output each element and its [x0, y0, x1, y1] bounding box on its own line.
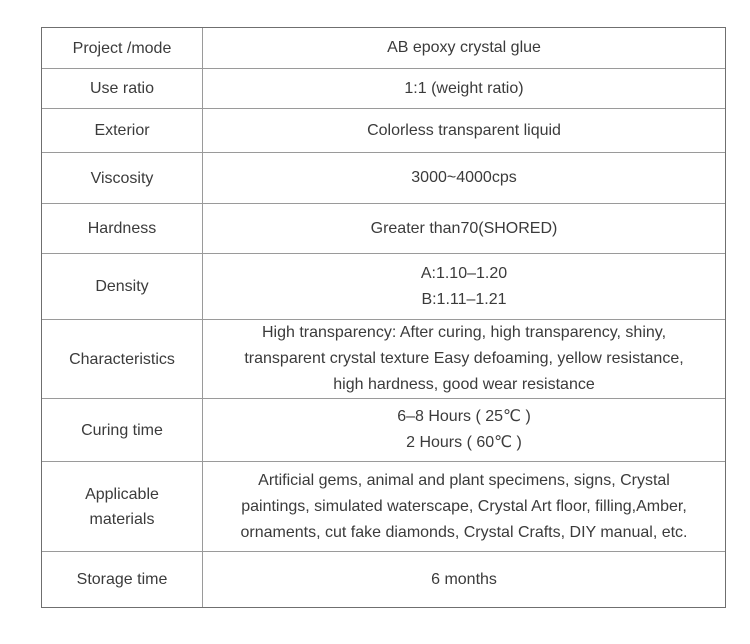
row-value: Greater than70(SHORED): [370, 219, 558, 237]
table-row-curing-time: Curing time 6–8 Hours ( 25℃ ) 2 Hours ( …: [42, 398, 725, 461]
table-row-viscosity: Viscosity 3000~4000cps: [42, 152, 725, 203]
table-row-density: Density A:1.10–1.20 B:1.11–1.21: [42, 253, 725, 319]
table-row-use-ratio: Use ratio 1:1 (weight ratio): [42, 68, 725, 108]
row-value: 3000~4000cps: [411, 169, 517, 186]
row-label: Use ratio: [42, 69, 203, 108]
row-value: High transparency: After curing, high tr…: [244, 324, 684, 393]
table-row-exterior: Exterior Colorless transparent liquid: [42, 108, 725, 152]
table-row-hardness: Hardness Greater than70(SHORED): [42, 203, 725, 253]
row-value: Colorless transparent liquid: [367, 121, 561, 139]
row-value: AB epoxy crystal glue: [387, 39, 541, 56]
row-label: Curing time: [42, 399, 203, 461]
row-label: Storage time: [42, 552, 203, 607]
row-label: Hardness: [42, 204, 203, 253]
table-row-applicable-materials: Applicable materials Artificial gems, an…: [42, 461, 725, 551]
row-label: Viscosity: [42, 153, 203, 203]
table-row-characteristics: Characteristics High transparency: After…: [42, 319, 725, 398]
row-value: 6 months: [431, 570, 497, 588]
table-row-storage-time: Storage time 6 months: [42, 551, 725, 607]
row-label: Characteristics: [42, 320, 203, 398]
row-value: 6–8 Hours ( 25℃ ) 2 Hours ( 60℃ ): [397, 408, 531, 451]
row-value: A:1.10–1.20 B:1.11–1.21: [420, 264, 508, 308]
row-label: Exterior: [42, 109, 203, 152]
row-value: Artificial gems, animal and plant specim…: [240, 471, 688, 541]
spec-table: Project /mode AB epoxy crystal glue Use …: [41, 27, 726, 608]
row-value: 1:1 (weight ratio): [404, 79, 524, 97]
row-label: Density: [42, 254, 203, 319]
row-label: Project /mode: [42, 28, 203, 68]
table-row-project-mode: Project /mode AB epoxy crystal glue: [42, 28, 725, 68]
row-label: Applicable materials: [42, 462, 203, 551]
